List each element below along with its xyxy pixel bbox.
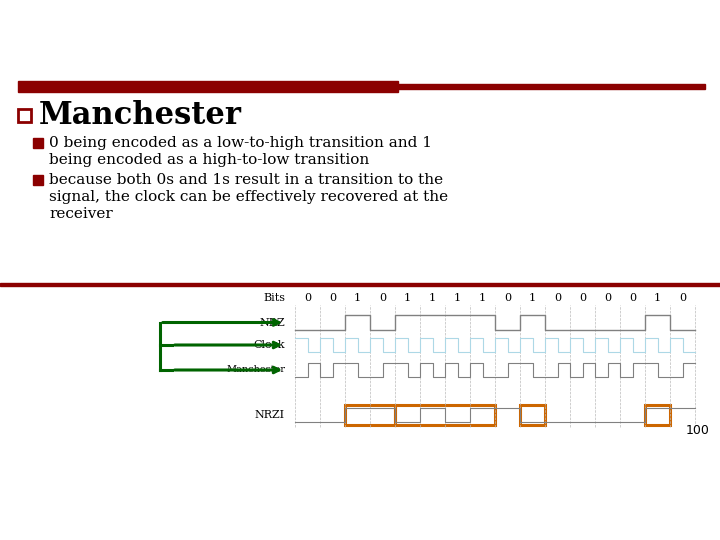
Text: 0 being encoded as a low-to-high transition and 1: 0 being encoded as a low-to-high transit… bbox=[49, 136, 432, 150]
Bar bbox=[0, 283, 720, 286]
Text: 1: 1 bbox=[529, 293, 536, 303]
Bar bbox=[398, 84, 705, 89]
Text: 0: 0 bbox=[329, 293, 336, 303]
Text: 0: 0 bbox=[304, 293, 311, 303]
Text: signal, the clock can be effectively recovered at the: signal, the clock can be effectively rec… bbox=[49, 190, 448, 204]
Text: 1: 1 bbox=[454, 293, 461, 303]
Text: 1: 1 bbox=[479, 293, 486, 303]
Text: NRZI: NRZI bbox=[255, 410, 285, 420]
Bar bbox=[33, 175, 43, 185]
Bar bbox=[395, 405, 495, 425]
Text: because both 0s and 1s result in a transition to the: because both 0s and 1s result in a trans… bbox=[49, 173, 443, 187]
Text: being encoded as a high-to-low transition: being encoded as a high-to-low transitio… bbox=[49, 153, 369, 167]
Bar bbox=[18, 81, 398, 92]
Text: 0: 0 bbox=[679, 293, 686, 303]
Text: 0: 0 bbox=[504, 293, 511, 303]
Text: Manchester: Manchester bbox=[39, 100, 242, 131]
Text: NRZ: NRZ bbox=[259, 318, 285, 327]
Bar bbox=[645, 405, 670, 425]
Text: receiver: receiver bbox=[49, 207, 113, 221]
Bar bbox=[345, 405, 395, 425]
Bar bbox=[520, 405, 545, 425]
Bar bbox=[18, 109, 31, 122]
Text: 1: 1 bbox=[429, 293, 436, 303]
Text: 0: 0 bbox=[554, 293, 561, 303]
Text: 0: 0 bbox=[579, 293, 586, 303]
Text: 0: 0 bbox=[629, 293, 636, 303]
Text: 1: 1 bbox=[654, 293, 661, 303]
Text: Manchester: Manchester bbox=[226, 366, 285, 375]
Text: Bits: Bits bbox=[263, 293, 285, 303]
Text: 0: 0 bbox=[604, 293, 611, 303]
Bar bbox=[33, 138, 43, 148]
Text: 1: 1 bbox=[404, 293, 411, 303]
Text: Clock: Clock bbox=[253, 340, 285, 350]
Text: 100: 100 bbox=[686, 423, 710, 436]
Text: 0: 0 bbox=[379, 293, 386, 303]
Text: 1: 1 bbox=[354, 293, 361, 303]
